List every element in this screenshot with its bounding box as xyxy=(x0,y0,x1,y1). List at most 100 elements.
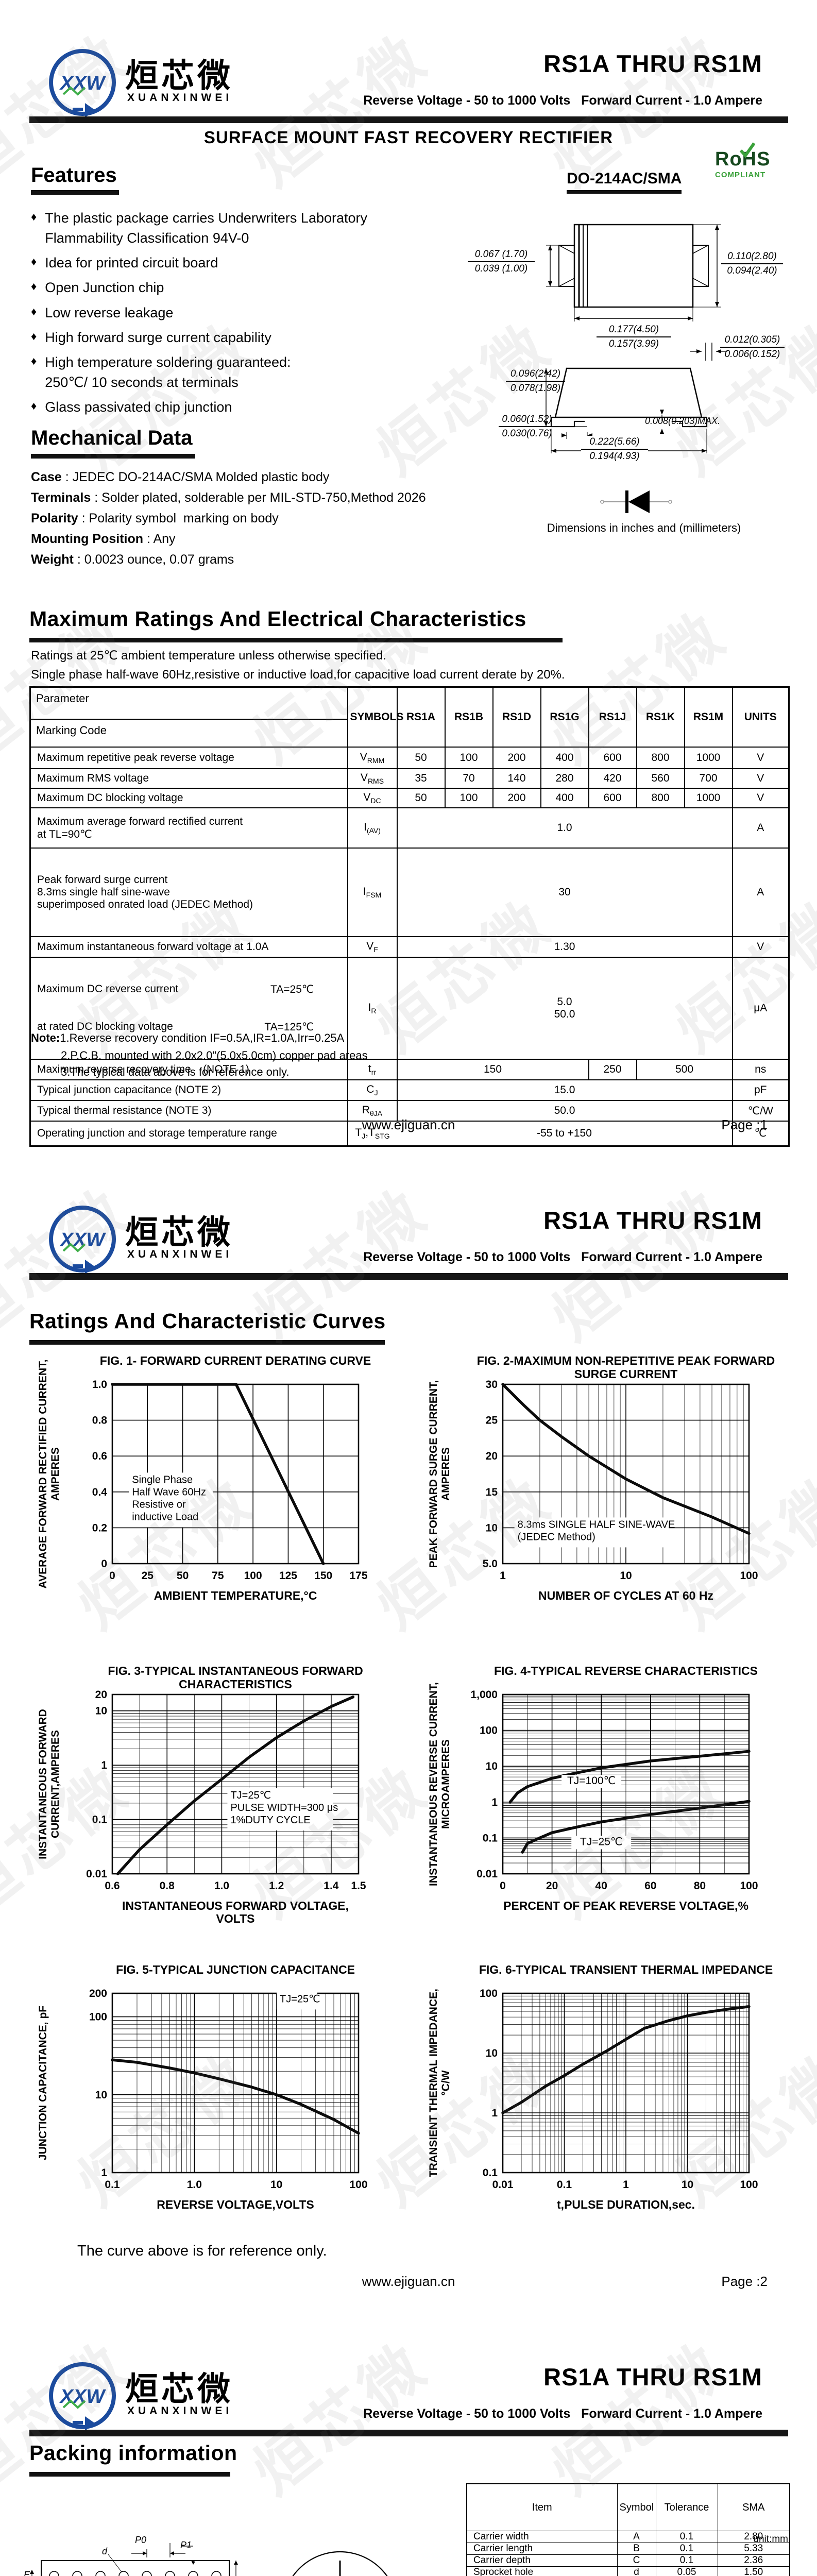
y-tick: 0.01 xyxy=(86,1868,107,1880)
curves-heading-rule xyxy=(29,1340,385,1345)
package-side-view-drawing xyxy=(544,343,727,453)
header-subtitle: Reverse Voltage - 50 to 1000 Volts Forwa… xyxy=(363,2406,762,2421)
item-cell: Sprocket hole xyxy=(466,2566,618,2576)
mechanical-row: Polarity : Polarity symbol marking on bo… xyxy=(31,511,443,526)
mechanical-label: Weight xyxy=(31,552,74,567)
value-cell: 420 xyxy=(588,768,637,789)
features-section: Features ♦ The plastic package carries Un… xyxy=(31,164,397,422)
value-cell: 5.33 xyxy=(717,2543,790,2555)
x-tick: 0 xyxy=(500,1880,506,1892)
feature-item: ♦ High forward surge current capability xyxy=(31,328,397,348)
table-header-row: Item Symbol Tolerance SMA xyxy=(466,2483,790,2531)
mechanical-label: Case xyxy=(31,470,62,484)
chart-title: FIG. 4-TYPICAL REVERSE CHARACTERISTICS xyxy=(494,1664,758,1677)
table-row: Operating junction and storage temperatu… xyxy=(29,1121,790,1146)
annotation-text: inductive Load xyxy=(132,1511,198,1522)
x-tick: 0.1 xyxy=(557,2179,572,2191)
x-axis-label: NUMBER OF CYCLES AT 60 Hz xyxy=(538,1589,713,1602)
chart-title: FIG. 3-TYPICAL INSTANTANEOUS FORWARD xyxy=(108,1664,363,1677)
annotation-text: Resistive or xyxy=(132,1499,186,1510)
rohs-compliant-label: COMPLIANT xyxy=(715,171,766,179)
unit-cell: ns xyxy=(731,1059,790,1080)
value-cell: 150 xyxy=(396,1059,589,1080)
y-tick: 20 xyxy=(95,1689,107,1701)
y-tick: 0.8 xyxy=(92,1415,108,1427)
value-cell: 250 xyxy=(588,1059,637,1080)
dimensions-note: Dimensions in inches and (millimeters) xyxy=(547,521,741,534)
x-axis-label: REVERSE VOLTAGE,VOLTS xyxy=(157,2198,314,2211)
table-row: Carrier length B 0.1 5.33 xyxy=(466,2543,790,2555)
footer-website: www.ejiguan.cn xyxy=(362,2274,455,2289)
annotation-box xyxy=(129,1472,213,1528)
y-axis-label: AMPERES xyxy=(440,1447,452,1501)
value-cell: d xyxy=(617,2566,656,2576)
figure-4: 0 20 40 60 80 100 0.01 0.1 1 10 100 1,000 FIG. 4-TYP… xyxy=(421,1662,787,1965)
feature-item: ♦ Open Junction chip xyxy=(31,278,397,298)
col-sma: SMA xyxy=(717,2483,790,2531)
x-tick: 100 xyxy=(740,2179,758,2191)
parameter-cell: Maximum RMS voltage xyxy=(29,768,348,789)
table-row: Maximum instantaneous forward voltage at… xyxy=(29,936,790,958)
table-row: Typical thermal resistance (NOTE 3) RθJA… xyxy=(29,1100,790,1122)
annotation-text: PULSE WIDTH=300 μs xyxy=(230,1802,338,1814)
y-tick: 100 xyxy=(480,1725,498,1737)
logo-english-name: XUANXINWEI xyxy=(127,1248,233,1260)
col-symbol: Symbol xyxy=(617,2483,656,2531)
unit-cell: V xyxy=(731,788,790,808)
figure-3: 0.6 0.8 1.0 1.2 1.4 1.5 0.01 0.1 1 10 20 FIG. 3-TYP… xyxy=(31,1662,397,1965)
chart-title: FIG. 2-MAXIMUM NON-REPETITIVE PEAK FORWA… xyxy=(477,1354,775,1367)
tape-reel-svg xyxy=(30,2543,388,2576)
value-cell: 0.05 xyxy=(655,2566,718,2576)
y-tick: 0 xyxy=(101,1558,107,1570)
chart-fig4: 0 20 40 60 80 100 0.01 0.1 1 10 100 1,000 FIG. 4-TYP… xyxy=(428,1664,758,1912)
mechanical-row: Mounting Position : Any xyxy=(31,532,443,547)
x-tick: 25 xyxy=(142,1570,154,1582)
value-cell: 1000 xyxy=(684,788,733,808)
bullet-icon: ♦ xyxy=(31,280,37,293)
parameter-cell: Maximum DC blocking voltage xyxy=(29,788,348,808)
col-symbols: SYMBOLS xyxy=(347,686,403,748)
table-row: Maximum average forward rectified curren… xyxy=(29,807,790,849)
ratings-table: Parameter Marking Code SYMBOLS RS1A RS1B… xyxy=(29,686,790,1147)
footer-page-number: Page :2 xyxy=(721,2274,768,2289)
table-row: Carrier depth C 0.1 2.36 xyxy=(466,2554,790,2567)
logo-english-name: XUANXINWEI xyxy=(127,92,233,104)
x-tick: 0.1 xyxy=(105,2179,120,2191)
dim-standoff: 0.008(0.203)MAX. xyxy=(644,416,721,426)
feature-item: ♦ Low reverse leakage xyxy=(31,303,397,323)
unit-cell: A xyxy=(731,807,790,849)
tape-label-d: d xyxy=(102,2546,108,2556)
mechanical-label: Terminals xyxy=(31,490,91,505)
y-tick: 5.0 xyxy=(483,1558,498,1570)
chart-fig2: 1 10 100 5.0 10 15 20 25 30 FIG. 2-MAXIMUM NON-RE… xyxy=(428,1354,775,1602)
y-tick: 0.01 xyxy=(476,1868,498,1880)
features-list: ♦ The plastic package carries Underwriter… xyxy=(31,208,397,417)
annotation-text: TJ=25℃ xyxy=(230,1790,271,1801)
logo-chinese-name: 烜芯微 xyxy=(125,57,233,94)
mechanical-label: Mounting Position xyxy=(31,532,144,546)
tape-label-e: E xyxy=(24,2570,30,2576)
x-tick: 40 xyxy=(595,1880,607,1892)
annotation-text: Half Wave 60Hz xyxy=(132,1486,206,1498)
y-tick: 10 xyxy=(486,1760,498,1772)
col-type: RS1B xyxy=(444,686,493,748)
y-axis-label: TRANSIENT THERMAL IMPEDANCE, xyxy=(428,1989,439,2177)
dim-pkg-height: 0.096(2.42) 0.078(1.98) xyxy=(506,368,565,395)
company-logo-icon: XXW xyxy=(49,2362,116,2431)
y-tick: 0.2 xyxy=(92,1522,107,1534)
symbol-cell: VF xyxy=(347,936,398,958)
y-axis-label: PEAK FORWARD SURGE CURRENT, xyxy=(428,1380,439,1568)
x-tick: 100 xyxy=(349,2179,367,2191)
features-heading: Features xyxy=(31,164,119,195)
x-tick: 75 xyxy=(212,1570,224,1582)
y-axis-label: CURRENT,AMPERES xyxy=(49,1730,61,1838)
mechanical-row: Weight : 0.0023 ounce, 0.07 grams xyxy=(31,552,443,567)
value-cell: 560 xyxy=(636,768,685,789)
chart-fig5: 0.1 1.0 10 100 1 10 100 200 FIG. 5-TYPICAL JUNCT… xyxy=(37,1963,368,2211)
parameter-cell: Peak forward surge current 8.3ms single h… xyxy=(29,848,348,937)
x-tick: 20 xyxy=(546,1880,558,1892)
value-cell: 400 xyxy=(540,788,589,808)
item-cell: Carrier width xyxy=(466,2531,618,2543)
